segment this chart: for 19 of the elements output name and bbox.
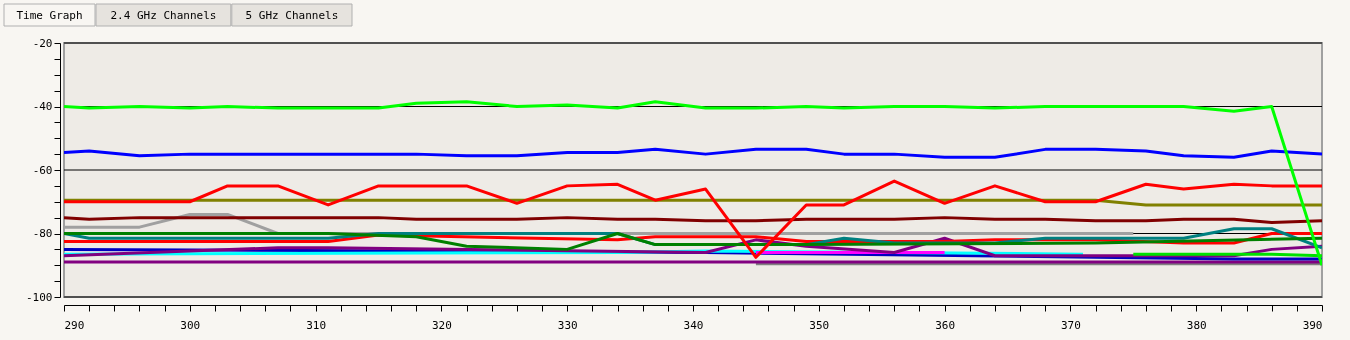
x-tick-label: 370 <box>1060 318 1081 332</box>
x-tick-label: 330 <box>557 318 578 332</box>
y-tick-label: -20 <box>32 36 53 50</box>
text: Time Graph <box>16 9 83 22</box>
x-tick-label: 340 <box>683 318 704 332</box>
y-tick-label: -80 <box>32 227 53 240</box>
x-tick-label: 320 <box>431 318 452 332</box>
x-tick-label: 350 <box>809 318 830 332</box>
y-tick-label: -60 <box>32 163 53 177</box>
x-tick-label: 360 <box>935 318 956 332</box>
x-tick-label: 390 <box>1302 318 1323 332</box>
x-tick-label: 300 <box>180 318 201 332</box>
x-tick-label: 380 <box>1186 318 1207 332</box>
y-tick-label: -100 <box>26 290 53 304</box>
text: 5 GHz Channels <box>245 9 339 22</box>
x-tick-label: 290 <box>64 318 85 332</box>
x-tick-label: 310 <box>306 318 327 332</box>
y-tick-label: -40 <box>32 100 53 113</box>
text: 2.4 GHz Channels <box>110 9 217 22</box>
